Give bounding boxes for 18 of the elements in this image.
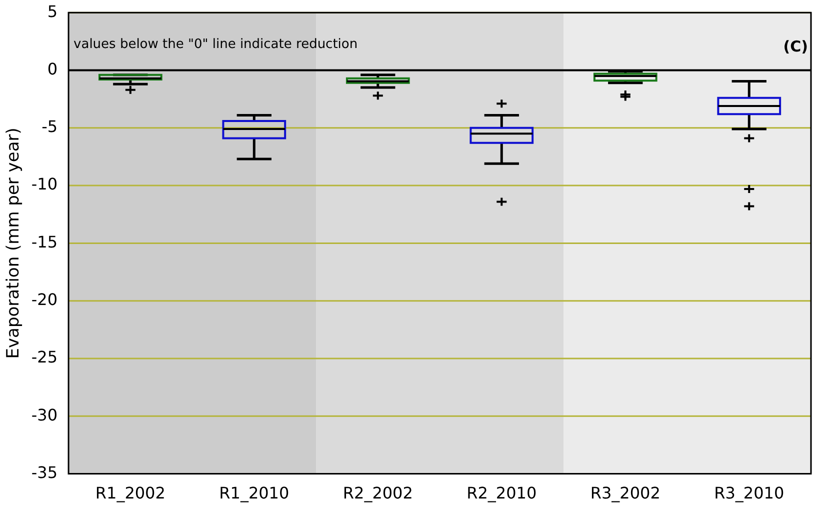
y-tick-label: -5 — [42, 117, 58, 136]
y-tick-label: -35 — [31, 462, 58, 482]
y-tick-label: 0 — [47, 59, 58, 78]
y-axis-title: Evaporation (mm per year) — [4, 128, 24, 359]
annotation: (C) — [783, 37, 808, 56]
y-tick-label: -25 — [31, 348, 58, 367]
y-tick-label: -10 — [31, 174, 58, 194]
x-tick-label: R2_2010 — [466, 484, 537, 503]
y-tick-label: -20 — [31, 290, 58, 310]
y-tick-label: -15 — [31, 232, 58, 252]
x-tick-label: R2_2002 — [342, 484, 413, 503]
x-tick-label: R3_2010 — [714, 484, 784, 503]
annotation: values below the "0" line indicate reduction — [74, 36, 358, 52]
x-tick-label: R3_2002 — [590, 484, 660, 503]
y-tick-label: 5 — [47, 2, 58, 21]
x-tick-label: R1_2010 — [219, 484, 290, 503]
x-tick-label: R1_2002 — [95, 484, 166, 503]
y-tick-label: -30 — [31, 405, 58, 424]
